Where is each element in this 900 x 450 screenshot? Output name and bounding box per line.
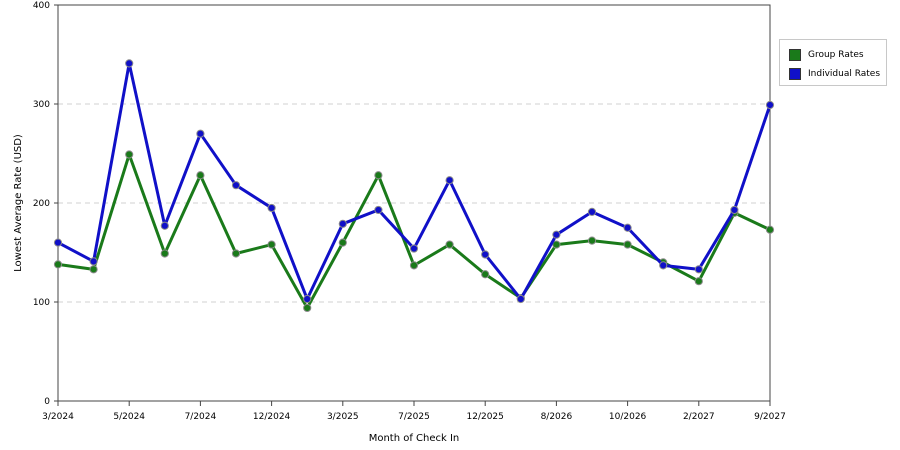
data-point-group-rates bbox=[338, 238, 347, 247]
data-point-group-rates bbox=[481, 270, 490, 279]
data-point-individual-rates bbox=[730, 205, 739, 215]
data-point-individual-rates bbox=[516, 294, 525, 304]
legend-label-individual-rates: Individual Rates bbox=[808, 69, 881, 79]
data-point-group-rates bbox=[231, 249, 241, 258]
x-tick-label: 5/2024 bbox=[113, 412, 145, 422]
x-tick-label: 12/2025 bbox=[467, 412, 504, 422]
y-tick-label: 300 bbox=[33, 100, 50, 110]
legend-item-individual-rates: Individual Rates bbox=[789, 67, 880, 81]
data-point-individual-rates bbox=[196, 129, 205, 138]
data-point-individual-rates bbox=[445, 176, 454, 185]
x-tick-label: 9/2027 bbox=[754, 412, 786, 422]
data-point-individual-rates bbox=[587, 207, 597, 217]
y-axis-ticks: 0 100 200 300 400 bbox=[33, 1, 58, 407]
x-tick-label: 7/2024 bbox=[185, 412, 217, 422]
data-point-individual-rates bbox=[623, 223, 632, 232]
x-axis-ticks: 3/2024 5/2024 7/2024 12/2024 3/2025 7/2025 12/… bbox=[42, 401, 786, 422]
y-tick-label: 0 bbox=[44, 397, 50, 407]
y-tick-label: 200 bbox=[33, 199, 50, 209]
legend-item-group-rates: Group Rates bbox=[789, 48, 864, 62]
x-tick-label: 8/2026 bbox=[541, 412, 573, 422]
legend-label-group-rates: Group Rates bbox=[808, 50, 864, 60]
x-tick-label: 2/2027 bbox=[683, 412, 715, 422]
legend-swatch-individual-rates bbox=[789, 68, 801, 80]
x-axis-title: Month of Check In bbox=[369, 433, 460, 444]
data-point-group-rates bbox=[160, 249, 169, 258]
data-point-group-rates bbox=[374, 171, 383, 180]
data-point-group-rates bbox=[409, 261, 419, 270]
data-point-group-rates bbox=[303, 303, 312, 313]
data-point-individual-rates bbox=[552, 230, 561, 239]
data-point-individual-rates bbox=[694, 265, 703, 274]
data-point-individual-rates bbox=[374, 205, 383, 215]
series-group-rates bbox=[53, 150, 775, 313]
data-point-individual-rates bbox=[659, 261, 668, 270]
y-tick-label: 100 bbox=[33, 298, 50, 308]
x-tick-label: 10/2026 bbox=[609, 412, 647, 422]
y-tick-label: 400 bbox=[33, 1, 50, 11]
data-point-group-rates bbox=[587, 236, 597, 245]
series-line-group-rates bbox=[56, 152, 772, 310]
x-tick-label: 12/2024 bbox=[253, 412, 291, 422]
data-point-group-rates bbox=[694, 277, 703, 286]
series-layer bbox=[53, 59, 775, 313]
data-point-group-rates bbox=[267, 240, 276, 249]
x-tick-label: 7/2025 bbox=[398, 412, 430, 422]
data-point-individual-rates bbox=[338, 219, 347, 228]
data-point-group-rates bbox=[552, 240, 561, 249]
data-point-individual-rates bbox=[267, 203, 276, 213]
data-point-individual-rates bbox=[303, 294, 312, 304]
data-point-individual-rates bbox=[765, 100, 775, 110]
legend-swatch-group-rates bbox=[789, 49, 801, 61]
data-point-group-rates bbox=[445, 240, 454, 249]
data-point-individual-rates bbox=[231, 181, 241, 190]
series-individual-rates bbox=[53, 59, 775, 304]
data-point-group-rates bbox=[125, 150, 134, 159]
data-point-individual-rates bbox=[160, 221, 169, 230]
data-point-group-rates bbox=[89, 265, 98, 274]
data-point-individual-rates bbox=[89, 257, 98, 266]
data-point-group-rates bbox=[623, 240, 632, 249]
data-point-group-rates bbox=[53, 260, 63, 269]
data-point-individual-rates bbox=[481, 250, 490, 259]
data-point-individual-rates bbox=[125, 59, 134, 68]
y-axis-title: Lowest Average Rate (USD) bbox=[13, 134, 24, 272]
x-tick-label: 3/2024 bbox=[42, 412, 74, 422]
data-point-individual-rates bbox=[409, 244, 419, 253]
data-point-group-rates bbox=[765, 225, 775, 234]
data-point-group-rates bbox=[196, 171, 205, 180]
data-point-individual-rates bbox=[53, 238, 63, 247]
grid-lines bbox=[58, 103, 770, 303]
x-tick-label: 3/2025 bbox=[327, 412, 359, 422]
legend: Group Rates Individual Rates bbox=[779, 39, 887, 86]
